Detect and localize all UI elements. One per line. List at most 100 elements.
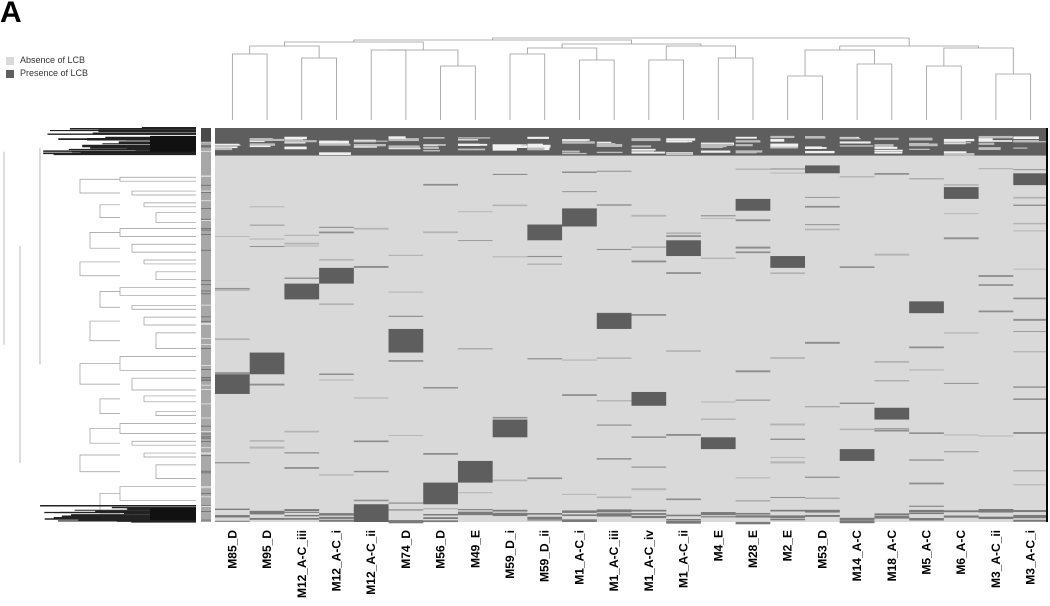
row-dendrogram-link bbox=[119, 423, 196, 434]
presence-line bbox=[909, 346, 944, 349]
column-label: M14_A-C bbox=[850, 530, 864, 582]
row-dendrogram-link bbox=[79, 261, 120, 277]
bottom-presence-line bbox=[492, 509, 528, 512]
presence-line bbox=[943, 237, 979, 240]
presence-line bbox=[249, 224, 285, 226]
core-variation-line bbox=[388, 145, 420, 149]
presence-line bbox=[909, 459, 944, 461]
presence-line bbox=[457, 240, 493, 242]
bottom-presence-line bbox=[527, 516, 563, 519]
presence-line bbox=[874, 360, 910, 363]
presence-line bbox=[735, 251, 771, 254]
presence-line bbox=[319, 303, 354, 306]
column-label: M49_E bbox=[468, 530, 482, 568]
presence-line bbox=[1013, 318, 1048, 321]
bottom-presence-line bbox=[631, 515, 667, 519]
presence-block bbox=[805, 165, 840, 174]
presence-line bbox=[319, 379, 354, 381]
sidebar-line bbox=[201, 150, 211, 152]
row-dendrogram-link bbox=[131, 190, 196, 196]
bottom-presence-line bbox=[909, 512, 944, 515]
sidebar-line bbox=[201, 453, 211, 455]
row-dendrogram-link bbox=[119, 228, 196, 237]
core-variation-line bbox=[423, 149, 440, 152]
presence-line bbox=[492, 173, 528, 175]
row-dendrogram-trunk bbox=[3, 147, 41, 463]
presence-block bbox=[319, 267, 354, 284]
presence-line bbox=[423, 508, 458, 510]
bottom-presence-line bbox=[596, 514, 632, 517]
column-dendrogram-link bbox=[995, 73, 1032, 120]
presence-line bbox=[284, 234, 320, 236]
presence-line bbox=[492, 479, 528, 482]
row-dendrogram-link bbox=[155, 332, 196, 349]
presence-line bbox=[596, 170, 632, 172]
bottom-presence-line bbox=[805, 509, 840, 512]
sidebar-line bbox=[201, 192, 211, 193]
presence-line bbox=[388, 502, 424, 504]
column-label: M2_E bbox=[781, 530, 795, 561]
core-variation-line bbox=[284, 142, 306, 144]
sidebar-line bbox=[201, 145, 211, 146]
presence-line bbox=[249, 446, 285, 449]
bottom-presence-line bbox=[770, 509, 806, 512]
row-dendrogram-link bbox=[79, 454, 120, 473]
sidebar-line bbox=[201, 175, 211, 177]
core-variation-line bbox=[596, 143, 616, 146]
core-variation-line bbox=[666, 140, 693, 143]
sidebar-line bbox=[201, 431, 211, 433]
bottom-presence-line bbox=[943, 510, 979, 513]
column-dendrogram-link bbox=[509, 53, 546, 120]
bottom-presence-line bbox=[805, 514, 840, 517]
column-label: M85_D bbox=[225, 530, 239, 569]
column-dendrogram-link bbox=[579, 59, 615, 120]
core-variation-line bbox=[978, 138, 993, 141]
core-variation-line bbox=[666, 152, 693, 155]
presence-block bbox=[666, 240, 701, 257]
core-variation-line bbox=[457, 139, 479, 141]
column-label: M53_D bbox=[815, 530, 829, 569]
row-dendrogram-link bbox=[119, 176, 196, 182]
core-variation-line bbox=[735, 140, 761, 143]
column-dendrogram bbox=[231, 37, 1032, 120]
sidebar-line bbox=[201, 337, 211, 339]
presence-line bbox=[1013, 432, 1048, 434]
presence-line bbox=[770, 168, 806, 170]
sidebar-line bbox=[201, 417, 211, 419]
core-variation-line bbox=[457, 148, 486, 151]
row-dendrogram-link bbox=[89, 428, 120, 444]
column-label: M5_A-C bbox=[920, 530, 934, 575]
presence-block bbox=[874, 407, 910, 420]
core-variation-line bbox=[770, 146, 787, 149]
bottom-presence-line bbox=[562, 510, 597, 513]
row-dendrogram-link bbox=[89, 232, 120, 249]
bottom-presence-line bbox=[874, 517, 910, 519]
presence-line bbox=[909, 482, 944, 485]
sidebar-line bbox=[201, 369, 211, 370]
core-variation-line bbox=[770, 138, 785, 142]
presence-block bbox=[909, 301, 944, 314]
bottom-presence-line bbox=[388, 521, 424, 523]
sidebar-line bbox=[201, 380, 211, 382]
presence-line bbox=[457, 348, 493, 350]
column-label: M1_A-C_iii bbox=[607, 530, 621, 591]
column-dendrogram-link bbox=[926, 65, 962, 120]
bottom-presence-line bbox=[215, 508, 250, 510]
presence-block bbox=[943, 187, 979, 199]
presence-line bbox=[319, 231, 354, 234]
presence-block bbox=[735, 198, 771, 211]
bottom-presence-line bbox=[666, 514, 701, 517]
core-variation-line bbox=[527, 136, 549, 139]
bottom-presence-line bbox=[284, 509, 320, 512]
bottom-presence-line bbox=[1013, 519, 1048, 522]
presence-block bbox=[388, 328, 424, 353]
core-variation-line bbox=[353, 140, 388, 142]
presence-line bbox=[527, 358, 563, 360]
column-dendrogram-link bbox=[231, 53, 268, 120]
presence-block bbox=[249, 352, 285, 375]
sidebar-line bbox=[201, 316, 211, 318]
column-label: M1_A-C_i bbox=[572, 530, 586, 585]
core-variation-line bbox=[249, 145, 271, 148]
column-label: M1_A-C_ii bbox=[677, 530, 691, 588]
sidebar-line bbox=[201, 470, 211, 472]
